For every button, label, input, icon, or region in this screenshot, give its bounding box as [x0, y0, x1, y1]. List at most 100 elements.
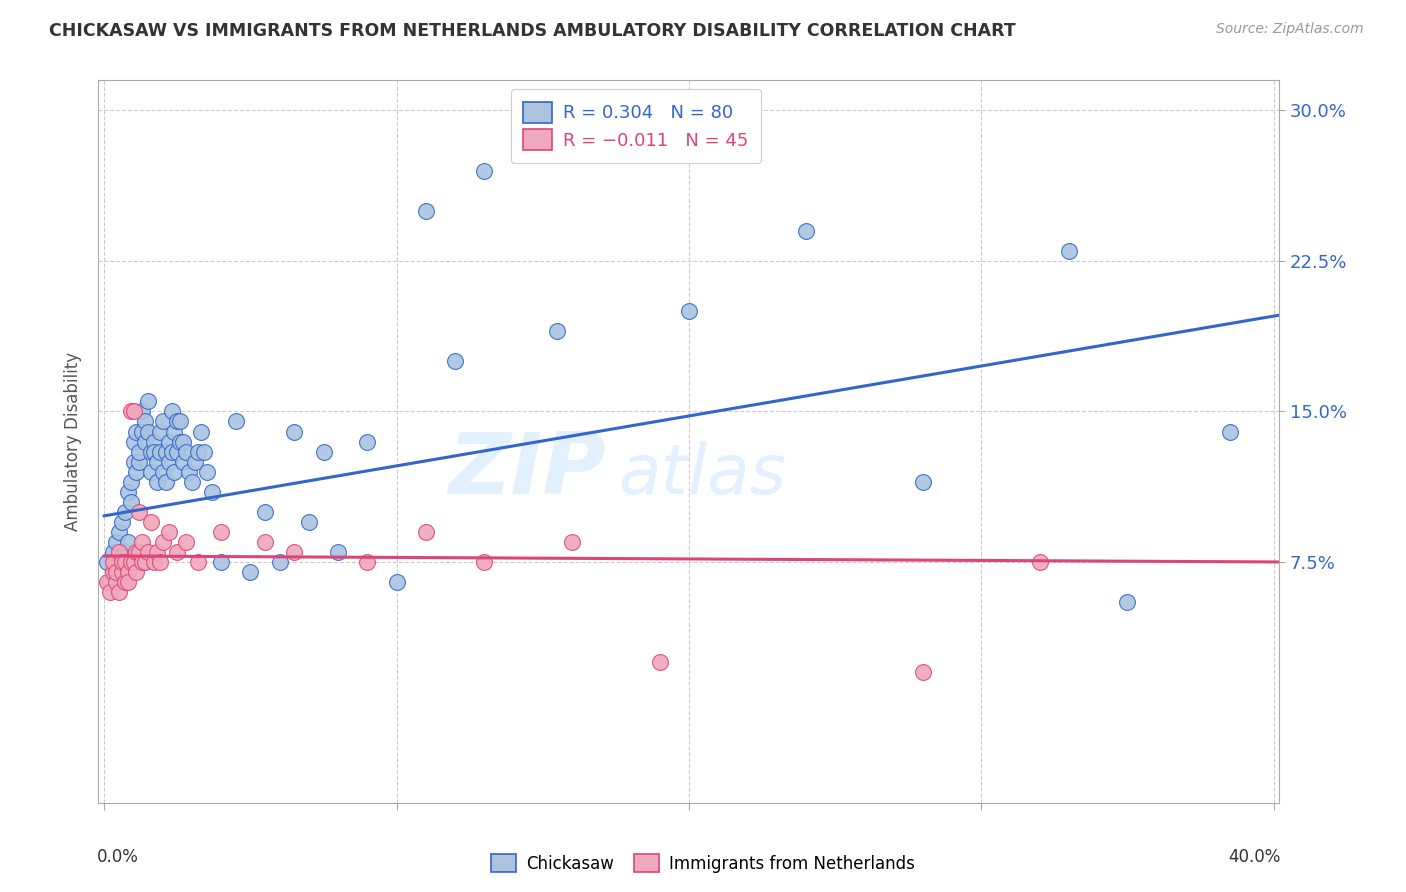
Point — [125, 545, 148, 559]
Point — [155, 475, 177, 489]
Point — [149, 444, 172, 458]
Point — [444, 354, 467, 368]
Point — [134, 555, 156, 569]
Point — [143, 444, 166, 458]
Point — [111, 555, 134, 569]
Point — [139, 515, 162, 529]
Point — [193, 444, 215, 458]
Point — [149, 425, 172, 439]
Point — [120, 475, 142, 489]
Point — [120, 494, 142, 508]
Point — [187, 555, 209, 569]
Point — [131, 555, 153, 569]
Point — [181, 475, 204, 489]
Point — [101, 565, 124, 579]
Point — [96, 574, 118, 589]
Point — [283, 545, 305, 559]
Point — [146, 455, 169, 469]
Point — [356, 555, 378, 569]
Point — [146, 475, 169, 489]
Point — [472, 163, 495, 178]
Point — [166, 414, 188, 429]
Point — [648, 655, 671, 669]
Point — [128, 444, 150, 458]
Point — [1116, 595, 1139, 609]
Point — [117, 574, 139, 589]
Point — [239, 565, 262, 579]
Point — [122, 455, 145, 469]
Point — [155, 444, 177, 458]
Point — [201, 484, 224, 499]
Point — [136, 545, 159, 559]
Point — [169, 414, 191, 429]
Point — [172, 434, 194, 449]
Point — [561, 534, 583, 549]
Text: Source: ZipAtlas.com: Source: ZipAtlas.com — [1216, 22, 1364, 37]
Point — [160, 444, 183, 458]
Point — [166, 444, 188, 458]
Point — [122, 555, 145, 569]
Point — [160, 404, 183, 418]
Point — [114, 555, 136, 569]
Point — [149, 555, 172, 569]
Point — [120, 555, 142, 569]
Point — [122, 404, 145, 418]
Point — [108, 545, 131, 559]
Point — [172, 455, 194, 469]
Text: 40.0%: 40.0% — [1229, 847, 1281, 865]
Text: 0.0%: 0.0% — [97, 847, 139, 865]
Point — [187, 444, 209, 458]
Point — [157, 434, 180, 449]
Point — [166, 545, 188, 559]
Point — [546, 324, 568, 338]
Point — [134, 434, 156, 449]
Point — [911, 665, 934, 680]
Point — [298, 515, 321, 529]
Point — [163, 425, 186, 439]
Point — [125, 425, 148, 439]
Point — [122, 434, 145, 449]
Legend: R = 0.304   N = 80, R = −0.011   N = 45: R = 0.304 N = 80, R = −0.011 N = 45 — [510, 89, 761, 162]
Point — [128, 505, 150, 519]
Point — [225, 414, 247, 429]
Point — [678, 304, 700, 318]
Point — [174, 444, 197, 458]
Text: CHICKASAW VS IMMIGRANTS FROM NETHERLANDS AMBULATORY DISABILITY CORRELATION CHART: CHICKASAW VS IMMIGRANTS FROM NETHERLANDS… — [49, 22, 1017, 40]
Point — [125, 465, 148, 479]
Point — [104, 565, 127, 579]
Point — [269, 555, 291, 569]
Point — [146, 545, 169, 559]
Point — [125, 565, 148, 579]
Point — [101, 545, 124, 559]
Point — [117, 484, 139, 499]
Point — [1057, 244, 1080, 258]
Point — [326, 545, 349, 559]
Point — [1029, 555, 1052, 569]
Text: atlas: atlas — [619, 441, 786, 508]
Point — [128, 455, 150, 469]
Point — [190, 425, 212, 439]
Point — [794, 224, 817, 238]
Point — [120, 404, 142, 418]
Point — [114, 545, 136, 559]
Point — [131, 425, 153, 439]
Point — [117, 534, 139, 549]
Point — [111, 555, 134, 569]
Point — [98, 585, 121, 599]
Point — [472, 555, 495, 569]
Point — [152, 414, 174, 429]
Point — [108, 585, 131, 599]
Point — [195, 465, 218, 479]
Point — [96, 555, 118, 569]
Point — [157, 524, 180, 539]
Point — [254, 505, 277, 519]
Point — [117, 565, 139, 579]
Point — [152, 534, 174, 549]
Point — [184, 455, 207, 469]
Point — [128, 545, 150, 559]
Point — [131, 404, 153, 418]
Point — [163, 465, 186, 479]
Point — [911, 475, 934, 489]
Point — [111, 565, 134, 579]
Point — [385, 574, 408, 589]
